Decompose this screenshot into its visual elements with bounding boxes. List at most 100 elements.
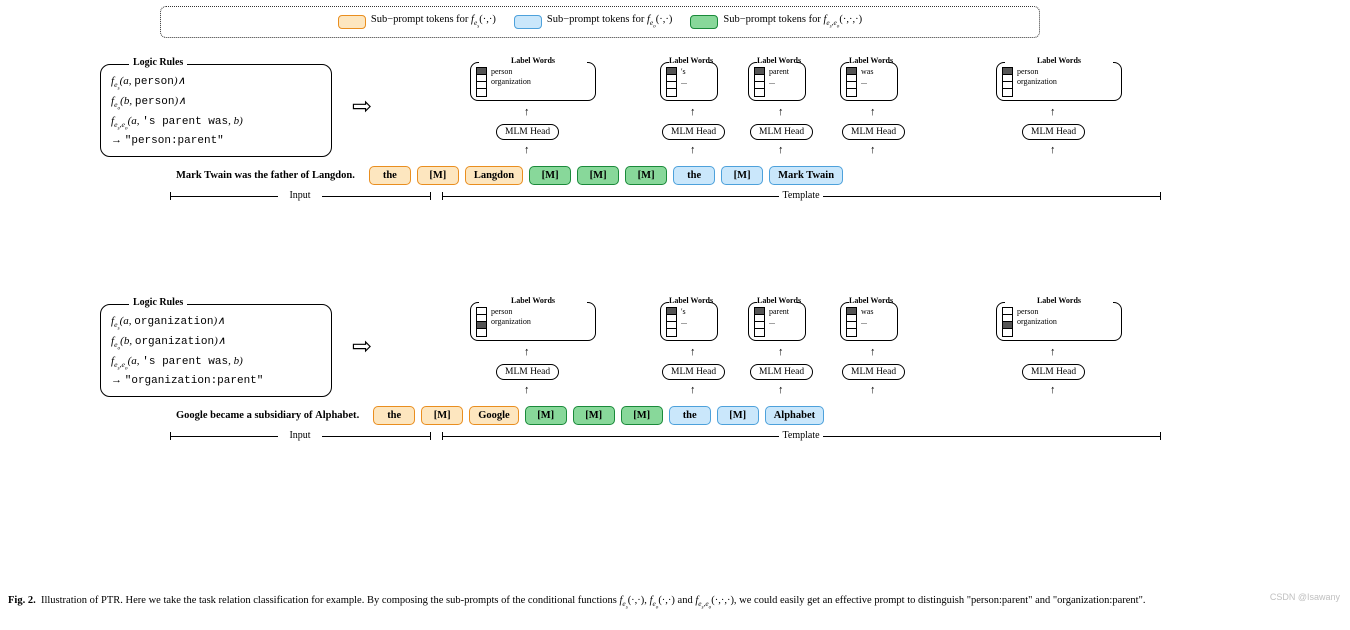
label-words-title: Label Words (849, 296, 889, 305)
token-row: Mark Twain was the father of Langdon. the… (168, 166, 843, 185)
label-words-title: Label Words (479, 56, 587, 65)
label-words-list: 's... (681, 67, 687, 86)
up-arrow-icon: ↑ (524, 346, 530, 358)
logic-rules-box: Logic Rulesfes(a, organization)∧feo(b, o… (100, 304, 332, 397)
legend-item: Sub−prompt tokens for fes,eo(·,·,·) (690, 14, 862, 30)
up-arrow-icon: ↑ (690, 144, 696, 156)
up-arrow-icon: ↑ (690, 384, 696, 396)
label-word: organization (1017, 317, 1057, 326)
template-token: Google (469, 406, 519, 425)
template-token: [M] (525, 406, 567, 425)
template-token: Langdon (465, 166, 523, 185)
logic-rule-row: → "person:parent" (111, 132, 321, 150)
logic-rule-row: fes,eo(a, 's parent was, b) (111, 353, 321, 373)
label-word: was (861, 307, 873, 316)
up-arrow-icon: ↑ (778, 106, 784, 118)
bar-chart-icon (754, 67, 765, 97)
bar-chart-icon (1002, 307, 1013, 337)
up-arrow-icon: ↑ (690, 106, 696, 118)
label-words-list: was... (861, 307, 873, 326)
label-words-box: Label Wordsparent... (748, 62, 806, 101)
legend-swatch (514, 15, 542, 29)
label-words-box: Label Words's... (660, 302, 718, 341)
label-words-title: Label Words (849, 56, 889, 65)
arrow-icon: ⇨ (352, 92, 372, 121)
section-label: Input (280, 190, 320, 201)
mlm-head: MLM Head (1022, 124, 1085, 140)
bar-chart-icon (666, 67, 677, 97)
up-arrow-icon: ↑ (524, 106, 530, 118)
label-words-box: Label Wordswas... (840, 302, 898, 341)
template-token: [M] (621, 406, 663, 425)
section-label: Template (781, 190, 821, 201)
bar-chart-icon (846, 67, 857, 97)
legend-swatch (690, 15, 718, 29)
mlm-head: MLM Head (750, 124, 813, 140)
template-token: [M] (717, 406, 759, 425)
label-words-title: Label Words (1005, 56, 1113, 65)
label-word: ... (681, 77, 687, 86)
label-words-list: personorganization (1017, 307, 1057, 326)
up-arrow-icon: ↑ (870, 144, 876, 156)
label-word: ... (769, 317, 789, 326)
label-words-list: was... (861, 67, 873, 86)
label-words-list: personorganization (1017, 67, 1057, 86)
label-word: organization (491, 317, 531, 326)
label-words-box: Label Wordspersonorganization (470, 62, 596, 101)
token-row: Google became a subsidiary of Alphabet. t… (168, 406, 824, 425)
mlm-head: MLM Head (842, 364, 905, 380)
template-token: [M] (625, 166, 667, 185)
mlm-head: MLM Head (842, 124, 905, 140)
legend-text: Sub−prompt tokens for fes,eo(·,·,·) (723, 14, 862, 30)
mlm-head: MLM Head (662, 124, 725, 140)
label-word: ... (861, 77, 873, 86)
arrow-icon: ⇨ (352, 332, 372, 361)
label-words-title: Label Words (479, 296, 587, 305)
template-token: the (673, 166, 715, 185)
up-arrow-icon: ↑ (1050, 384, 1056, 396)
input-text: Mark Twain was the father of Langdon. (168, 167, 363, 184)
up-arrow-icon: ↑ (1050, 346, 1056, 358)
label-word: ... (861, 317, 873, 326)
label-word: ... (769, 77, 789, 86)
bar-chart-icon (754, 307, 765, 337)
up-arrow-icon: ↑ (778, 346, 784, 358)
legend-box: Sub−prompt tokens for fes(·,·) Sub−prompt… (160, 6, 1040, 38)
label-word: person (1017, 307, 1057, 316)
label-word: ... (681, 317, 687, 326)
label-words-list: parent... (769, 67, 789, 86)
bar-chart-icon (1002, 67, 1013, 97)
mlm-head: MLM Head (1022, 364, 1085, 380)
logic-rule-row: fes(a, person)∧ (111, 73, 321, 93)
input-text: Google became a subsidiary of Alphabet. (168, 407, 367, 424)
up-arrow-icon: ↑ (870, 384, 876, 396)
section-label: Input (280, 430, 320, 441)
label-words-title: Label Words (669, 296, 709, 305)
label-word: parent (769, 307, 789, 316)
label-words-box: Label Wordspersonorganization (996, 302, 1122, 341)
template-token: the (369, 166, 411, 185)
template-token: the (373, 406, 415, 425)
template-token: [M] (721, 166, 763, 185)
label-words-box: Label Wordswas... (840, 62, 898, 101)
label-words-title: Label Words (669, 56, 709, 65)
template-token: Mark Twain (769, 166, 843, 185)
template-token: the (669, 406, 711, 425)
logic-rules-title: Logic Rules (129, 57, 187, 68)
legend-text: Sub−prompt tokens for fes(·,·) (371, 14, 496, 30)
logic-rule-row: → "organization:parent" (111, 372, 321, 390)
mlm-head: MLM Head (496, 364, 559, 380)
up-arrow-icon: ↑ (1050, 144, 1056, 156)
bar-chart-icon (476, 67, 487, 97)
mlm-head: MLM Head (496, 124, 559, 140)
label-words-box: Label Words's... (660, 62, 718, 101)
label-word: person (491, 67, 531, 76)
label-words-list: 's... (681, 307, 687, 326)
up-arrow-icon: ↑ (870, 106, 876, 118)
logic-rule-row: fes,eo(a, 's parent was, b) (111, 113, 321, 133)
logic-rules-title: Logic Rules (129, 297, 187, 308)
label-word: person (1017, 67, 1057, 76)
label-words-title: Label Words (757, 296, 797, 305)
label-words-box: Label Wordspersonorganization (996, 62, 1122, 101)
label-word: 's (681, 307, 687, 316)
